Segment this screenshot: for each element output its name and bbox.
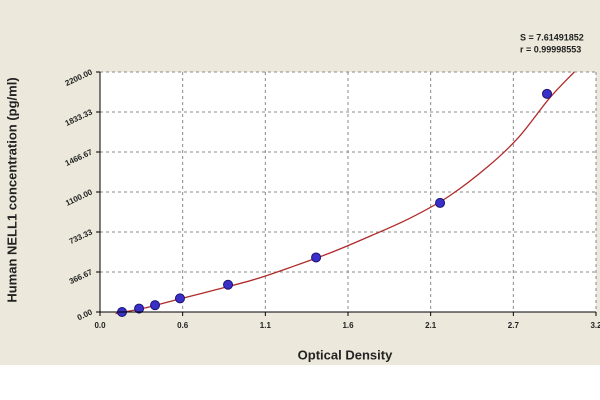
x-tick-label: 1.6 <box>342 321 354 330</box>
data-point <box>311 252 322 263</box>
data-point <box>150 300 161 311</box>
data-point <box>134 303 145 314</box>
x-tick-label: 2.1 <box>425 321 437 330</box>
annotation: r = 0.99998553 <box>520 44 581 54</box>
data-point <box>223 279 234 290</box>
y-axis-label: Human NELL1 concentration (pg/ml) <box>4 77 19 302</box>
x-tick-label: 0.6 <box>177 321 189 330</box>
x-tick-label: 3.2 <box>590 321 600 330</box>
annotation: S = 7.61491852 <box>520 32 584 42</box>
data-point <box>542 88 553 99</box>
data-point <box>435 197 446 208</box>
x-axis-label: Optical Density <box>298 347 393 362</box>
x-tick-label: 1.1 <box>260 321 272 330</box>
data-point <box>174 293 185 304</box>
x-tick-label: 0.0 <box>94 321 106 330</box>
x-tick-label: 2.7 <box>508 321 520 330</box>
